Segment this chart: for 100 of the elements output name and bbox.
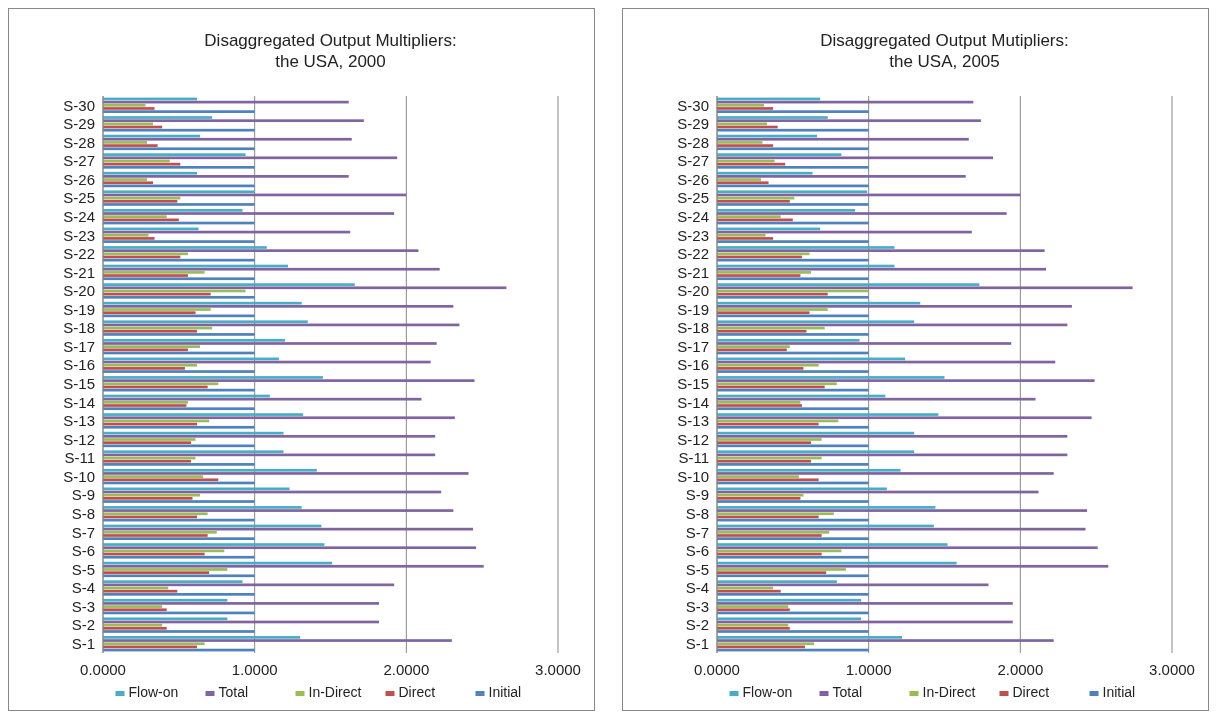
bar	[717, 283, 980, 286]
y-tick-label: S-28	[677, 133, 709, 151]
x-tick-label: 1.0000	[845, 661, 892, 678]
bar	[717, 441, 812, 444]
bar	[103, 608, 167, 612]
y-tick-label: S-30	[677, 96, 709, 114]
bar	[717, 175, 966, 178]
bar	[717, 463, 869, 466]
y-tick-label: S-2	[685, 616, 709, 634]
bar	[717, 376, 945, 379]
y-tick-label: S-3	[685, 597, 709, 615]
bar	[103, 240, 255, 243]
bar	[103, 438, 196, 441]
y-tick-label: S-11	[64, 449, 95, 467]
bar	[717, 267, 1047, 271]
bar	[717, 141, 763, 144]
bar	[717, 345, 790, 348]
bar	[717, 413, 939, 416]
bar	[717, 329, 807, 333]
bar	[717, 301, 921, 305]
bar	[717, 348, 787, 352]
bar	[717, 598, 862, 602]
bar	[103, 233, 149, 237]
bar	[103, 345, 201, 348]
bar	[717, 367, 804, 370]
bar	[103, 574, 255, 578]
bar	[717, 333, 869, 336]
bar	[103, 543, 325, 546]
bar	[103, 564, 484, 568]
legend-label: Initial	[1102, 684, 1136, 700]
legend-label: Flow-on	[742, 684, 793, 700]
bar	[717, 530, 830, 534]
bar	[717, 450, 915, 454]
bar	[103, 215, 167, 219]
bar	[717, 212, 1007, 215]
y-tick-label: S-9	[685, 486, 709, 504]
bar	[103, 249, 419, 252]
bar	[103, 363, 198, 367]
bar	[717, 208, 856, 212]
y-tick-label: S-14	[63, 393, 95, 411]
bar	[717, 574, 869, 578]
y-tick-label: S-30	[63, 96, 95, 114]
bar	[103, 506, 302, 509]
bar	[717, 190, 868, 194]
bar	[103, 593, 255, 596]
bar	[103, 116, 213, 119]
bar	[717, 320, 915, 324]
y-tick-label: S-10	[63, 467, 95, 485]
bar	[717, 338, 860, 342]
y-tick-label: S-24	[63, 207, 95, 225]
bar	[717, 240, 869, 243]
y-tick-label: S-1	[71, 634, 95, 652]
bar	[103, 450, 284, 454]
x-tick-label: 0.0000	[80, 661, 126, 678]
bar	[103, 617, 228, 621]
bar	[103, 301, 302, 305]
bar	[717, 416, 1092, 420]
bar	[103, 500, 255, 503]
bar	[717, 137, 969, 141]
y-tick-label: S-25	[677, 189, 709, 207]
bar	[103, 509, 454, 512]
bar	[717, 534, 822, 537]
bar	[103, 107, 155, 110]
bar	[717, 165, 869, 169]
bar	[103, 379, 475, 382]
bar	[103, 555, 255, 559]
bar	[717, 543, 948, 546]
legend-label: Direct	[398, 684, 436, 700]
y-tick-label: S-15	[63, 375, 95, 393]
y-tick-label: S-29	[63, 115, 95, 133]
bar	[103, 252, 188, 256]
bar	[103, 580, 243, 584]
bar	[103, 286, 507, 290]
bar	[103, 329, 198, 333]
bar	[103, 468, 317, 472]
bar	[103, 598, 228, 602]
y-tick-label: S-4	[71, 579, 95, 597]
y-tick-label: S-23	[677, 226, 709, 244]
bar	[103, 493, 201, 497]
bar	[103, 497, 193, 500]
y-tick-label: S-22	[63, 245, 95, 263]
bar	[103, 382, 219, 386]
bar	[717, 564, 1109, 568]
bar	[717, 425, 869, 429]
y-tick-label: S-22	[677, 245, 709, 263]
bar	[717, 363, 819, 367]
bar	[717, 472, 1054, 475]
bar	[717, 178, 761, 181]
y-tick-label: S-8	[685, 505, 709, 522]
bar	[717, 370, 869, 373]
bar	[717, 295, 869, 299]
bar	[717, 555, 869, 559]
bar	[717, 305, 1072, 308]
bar	[103, 642, 205, 646]
y-tick-label: S-12	[677, 430, 709, 448]
bar	[717, 308, 828, 311]
bar	[717, 119, 981, 123]
legend-label: In-Direct	[308, 684, 362, 700]
bar	[717, 110, 869, 113]
bar	[103, 178, 147, 181]
